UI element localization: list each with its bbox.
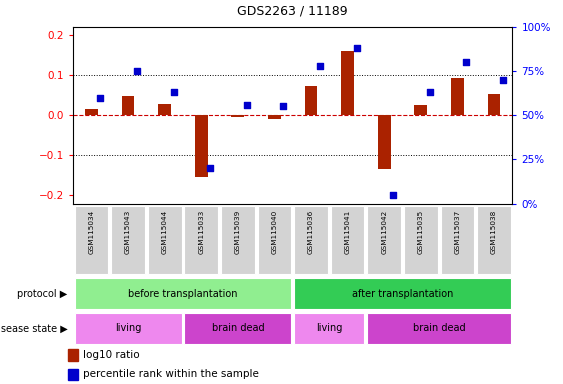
Bar — [158, 104, 171, 115]
Text: GDS2263 / 11189: GDS2263 / 11189 — [238, 4, 348, 17]
Bar — [185, 206, 218, 274]
Text: protocol ▶: protocol ▶ — [17, 289, 68, 299]
Text: percentile rank within the sample: percentile rank within the sample — [83, 369, 258, 379]
Point — [205, 165, 215, 171]
Bar — [414, 105, 427, 115]
Bar — [368, 206, 401, 274]
Text: disease state ▶: disease state ▶ — [0, 323, 68, 333]
Bar — [305, 86, 318, 115]
Text: before transplantation: before transplantation — [128, 289, 238, 299]
Point — [169, 89, 178, 95]
Bar — [268, 115, 281, 119]
Bar — [488, 94, 501, 115]
Text: living: living — [115, 323, 141, 333]
Point — [279, 103, 288, 109]
Text: log10 ratio: log10 ratio — [83, 350, 140, 360]
Text: GSM115033: GSM115033 — [198, 209, 204, 253]
Bar — [68, 369, 78, 380]
Point — [462, 59, 471, 65]
Point — [425, 89, 434, 95]
Bar — [75, 206, 108, 274]
Bar — [75, 313, 181, 344]
Text: GSM115035: GSM115035 — [418, 209, 424, 253]
Bar — [148, 206, 181, 274]
Text: GSM115040: GSM115040 — [271, 209, 278, 253]
Text: GSM115044: GSM115044 — [162, 209, 168, 253]
Bar — [122, 96, 135, 115]
Text: brain dead: brain dead — [413, 323, 466, 333]
Text: living: living — [316, 323, 342, 333]
Bar — [404, 206, 437, 274]
Text: GSM115037: GSM115037 — [454, 209, 461, 253]
Point — [388, 192, 397, 198]
Bar — [221, 206, 254, 274]
Bar — [341, 51, 354, 115]
Point — [132, 68, 141, 74]
Bar — [451, 78, 464, 115]
Text: after transplantation: after transplantation — [352, 289, 453, 299]
Bar — [258, 206, 291, 274]
Point — [96, 94, 105, 101]
Text: GSM115039: GSM115039 — [235, 209, 241, 253]
Bar — [368, 313, 511, 344]
Text: GSM115042: GSM115042 — [381, 209, 387, 253]
Text: GSM115043: GSM115043 — [125, 209, 131, 253]
Bar — [185, 313, 291, 344]
Point — [352, 45, 361, 51]
Bar — [294, 278, 511, 310]
Bar — [111, 206, 145, 274]
Bar — [294, 313, 364, 344]
Bar — [85, 109, 98, 115]
Bar — [477, 206, 511, 274]
Text: GSM115034: GSM115034 — [88, 209, 95, 253]
Text: GSM115038: GSM115038 — [491, 209, 497, 253]
Point — [242, 101, 251, 108]
Bar — [68, 349, 78, 361]
Text: brain dead: brain dead — [212, 323, 264, 333]
Bar — [195, 115, 208, 177]
Point — [498, 77, 507, 83]
Point — [315, 63, 324, 69]
Bar — [331, 206, 364, 274]
Text: GSM115041: GSM115041 — [345, 209, 351, 253]
Bar — [294, 206, 328, 274]
Bar — [378, 115, 391, 169]
Bar — [75, 278, 291, 310]
Bar — [441, 206, 474, 274]
Text: GSM115036: GSM115036 — [308, 209, 314, 253]
Bar — [231, 115, 244, 117]
